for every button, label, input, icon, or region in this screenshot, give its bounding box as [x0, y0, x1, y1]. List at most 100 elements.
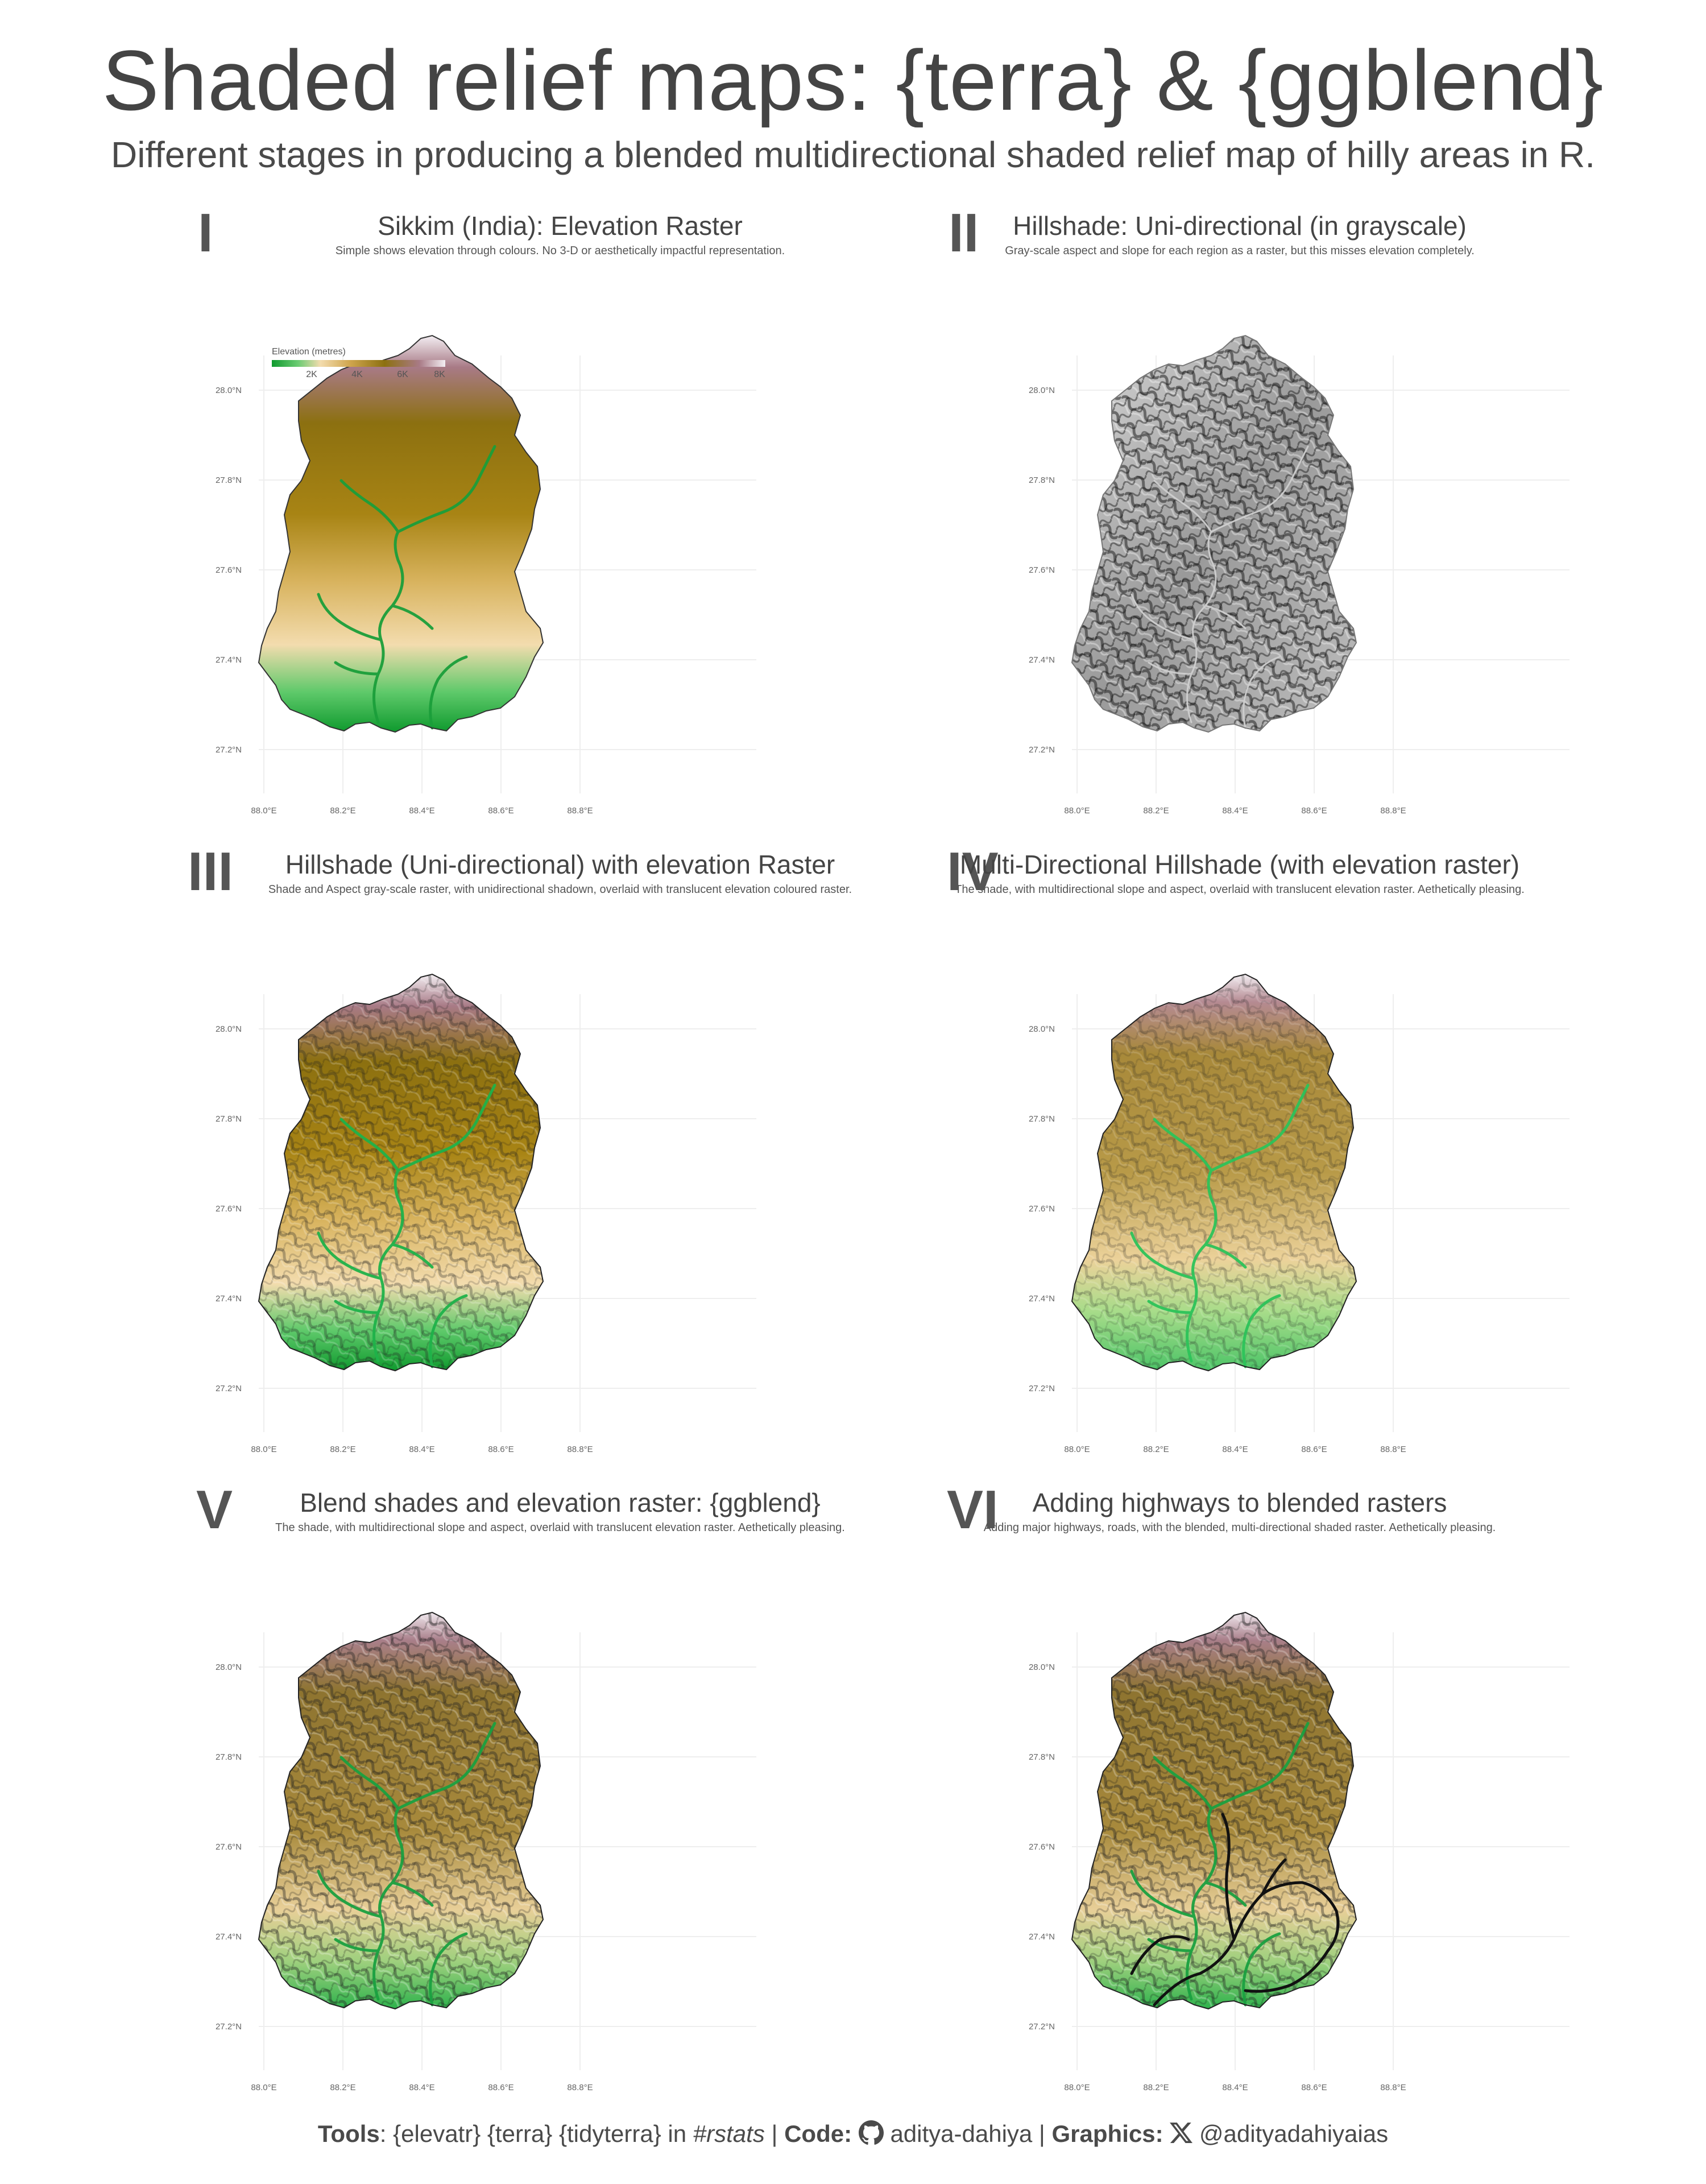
lat-tick-label: 27.6°N	[1029, 1842, 1055, 1852]
panel-title: Multi-Directional Hillshade (with elevat…	[959, 850, 1520, 879]
page-subtitle: Different stages in producing a blended …	[110, 134, 1596, 175]
lon-tick-label: 88.0°E	[1064, 2083, 1090, 2092]
lon-tick-label: 88.2°E	[1143, 1445, 1169, 1454]
separator: |	[1032, 2120, 1052, 2148]
panel-title: Sikkim (India): Elevation Raster	[378, 211, 743, 241]
code-handle: aditya-dahiya	[890, 2120, 1033, 2148]
lon-tick-label: 88.8°E	[567, 1445, 593, 1454]
panel-numeral: V	[196, 1479, 233, 1540]
graphics-handle: @adityadahiyaias	[1199, 2120, 1389, 2148]
lat-tick-label: 27.2°N	[216, 2022, 242, 2032]
lon-tick-label: 88.4°E	[1222, 1445, 1248, 1454]
lat-tick-label: 28.0°N	[1029, 1662, 1055, 1672]
panel-title: Hillshade: Uni-directional (in grayscale…	[1013, 211, 1467, 241]
panel-numeral: IV	[947, 841, 999, 902]
panel-numeral: III	[188, 841, 234, 902]
lon-tick-label: 88.2°E	[330, 806, 355, 816]
panel-title: Adding highways to blended rasters	[1032, 1488, 1447, 1517]
lon-tick-label: 88.4°E	[409, 1445, 434, 1454]
panel-description: Simple shows elevation through colours. …	[335, 245, 785, 257]
lon-tick-label: 88.6°E	[1301, 1445, 1327, 1454]
graphics-label: Graphics:	[1051, 2120, 1163, 2148]
panel-description: Gray-scale aspect and slope for each reg…	[1005, 245, 1475, 257]
relief-map-svg: 28.0°N 27.8°N 27.6°N 27.4°N 27.2°N 88.0°E 88.2…	[1029, 1611, 1570, 2092]
code-label: Code:	[784, 2120, 852, 2148]
lon-tick-label: 88.0°E	[1064, 806, 1090, 816]
panel-numeral: II	[949, 202, 979, 263]
lat-tick-label: 27.8°N	[1029, 475, 1055, 485]
lat-tick-label: 27.2°N	[216, 1384, 242, 1393]
relief-map-svg: 28.0°N 27.8°N 27.6°N 27.4°N 27.2°N 88.0°E 88.2…	[1029, 973, 1570, 1454]
lat-tick-label: 27.4°N	[216, 1932, 242, 1942]
legend-tick-label: 2K	[306, 370, 317, 379]
panel-title: Hillshade (Uni-directional) with elevati…	[285, 850, 835, 879]
lon-tick-label: 88.8°E	[567, 2083, 593, 2092]
lon-tick-label: 88.8°E	[1380, 1445, 1406, 1454]
lon-tick-label: 88.4°E	[1222, 806, 1248, 816]
lon-tick-label: 88.0°E	[1064, 1445, 1090, 1454]
panel-description: The shade, with multidirectional slope a…	[955, 883, 1525, 896]
panel-description: The shade, with multidirectional slope a…	[275, 1521, 845, 1534]
panel-5: V Blend shades and elevation raster: {gg…	[0, 1479, 853, 2116]
lat-tick-label: 28.0°N	[1029, 386, 1055, 395]
lon-tick-label: 88.8°E	[1380, 806, 1406, 816]
legend-title: Elevation (metres)	[272, 347, 346, 357]
lon-tick-label: 88.6°E	[1301, 806, 1327, 816]
lon-tick-label: 88.4°E	[1222, 2083, 1248, 2092]
legend-tick-label: 8K	[434, 370, 445, 379]
relief-map-svg: 28.0°N 27.8°N 27.6°N 27.4°N 27.2°N 88.0°E 88.2…	[216, 334, 756, 816]
panel-4: IV Multi-Directional Hillshade (with ele…	[853, 841, 1706, 1478]
panel-6: VI Adding highways to blended rasters Ad…	[853, 1479, 1706, 2116]
lat-tick-label: 28.0°N	[216, 1024, 242, 1034]
lon-tick-label: 88.6°E	[488, 1445, 514, 1454]
relief-map-svg: 28.0°N 27.8°N 27.6°N 27.4°N 27.2°N 88.0°E 88.2…	[1029, 334, 1570, 816]
separator: |	[764, 2120, 785, 2148]
panel-title: Blend shades and elevation raster: {ggbl…	[300, 1488, 821, 1517]
lon-tick-label: 88.4°E	[409, 806, 434, 816]
lat-tick-label: 27.8°N	[216, 1752, 242, 1762]
relief-map-svg: 28.0°N 27.8°N 27.6°N 27.4°N 27.2°N 88.0°E 88.2…	[216, 1611, 756, 2092]
lon-tick-label: 88.2°E	[330, 1445, 355, 1454]
lat-tick-label: 27.8°N	[216, 1114, 242, 1124]
tools-text: : {elevatr} {terra} {tidyterra} in	[379, 2120, 693, 2148]
elevation-legend: Elevation (metres) 2K 4K 6K 8K	[272, 347, 445, 379]
lat-tick-label: 28.0°N	[1029, 1024, 1055, 1034]
panel-numeral: VI	[947, 1479, 999, 1540]
panel-description: Adding major highways, roads, with the b…	[983, 1521, 1496, 1534]
lon-tick-label: 88.2°E	[330, 2083, 355, 2092]
lat-tick-label: 27.6°N	[1029, 565, 1055, 575]
footer-caption: Tools: {elevatr} {terra} {tidyterra} in …	[0, 2120, 1706, 2151]
relief-map-svg: 28.0°N 27.8°N 27.6°N 27.4°N 27.2°N 88.0°E 88.2…	[216, 973, 756, 1454]
lon-tick-label: 88.0°E	[251, 806, 276, 816]
legend-tick-label: 4K	[351, 370, 363, 379]
lon-tick-label: 88.0°E	[251, 1445, 276, 1454]
lon-tick-label: 88.2°E	[1143, 2083, 1169, 2092]
lat-tick-label: 27.6°N	[216, 565, 242, 575]
panel-3: III Hillshade (Uni-directional) with ele…	[0, 841, 853, 1478]
lat-tick-label: 27.4°N	[1029, 1294, 1055, 1304]
lat-tick-label: 28.0°N	[216, 1662, 242, 1672]
panel-2: II Hillshade: Uni-directional (in graysc…	[853, 202, 1706, 839]
panel-1: I Sikkim (India): Elevation Raster Simpl…	[0, 202, 853, 839]
lat-tick-label: 28.0°N	[216, 386, 242, 395]
lon-tick-label: 88.2°E	[1143, 806, 1169, 816]
tools-label: Tools	[317, 2120, 380, 2148]
lat-tick-label: 27.4°N	[1029, 655, 1055, 665]
lat-tick-label: 27.2°N	[1029, 1384, 1055, 1393]
panel-numeral: I	[198, 202, 213, 263]
lat-tick-label: 27.6°N	[1029, 1204, 1055, 1214]
legend-colorbar	[272, 360, 445, 367]
github-icon	[858, 2120, 884, 2151]
x-logo-icon	[1170, 2121, 1193, 2150]
lat-tick-label: 27.8°N	[216, 475, 242, 485]
lat-tick-label: 27.6°N	[216, 1204, 242, 1214]
lon-tick-label: 88.6°E	[488, 806, 514, 816]
lon-tick-label: 88.0°E	[251, 2083, 276, 2092]
lat-tick-label: 27.2°N	[216, 745, 242, 755]
page-title: Shaded relief maps: {terra} & {ggblend}	[102, 32, 1604, 128]
lat-tick-label: 27.8°N	[1029, 1752, 1055, 1762]
legend-tick-label: 6K	[397, 370, 408, 379]
lat-tick-label: 27.2°N	[1029, 745, 1055, 755]
lon-tick-label: 88.8°E	[1380, 2083, 1406, 2092]
lat-tick-label: 27.4°N	[1029, 1932, 1055, 1942]
